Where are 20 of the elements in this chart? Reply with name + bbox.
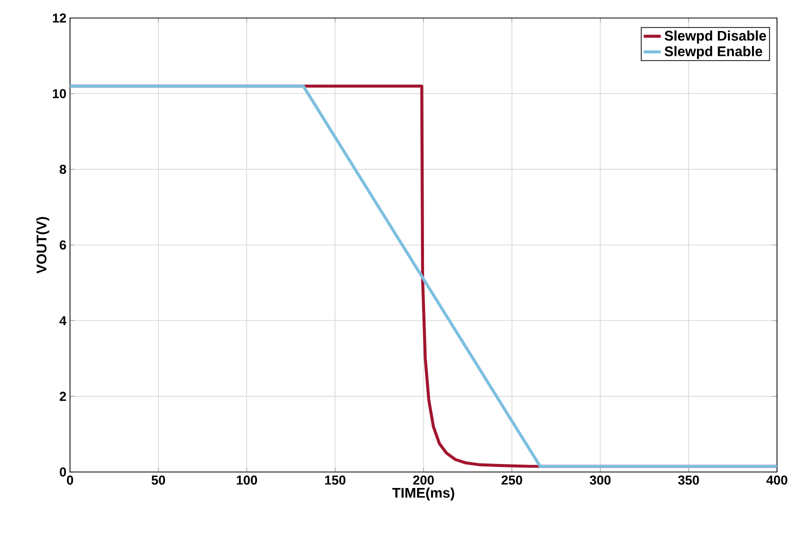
- x-tick-label: 150: [325, 476, 346, 485]
- legend-label: Slewpd Enable: [664, 46, 762, 60]
- legend-label: Slewpd Disable: [664, 30, 766, 44]
- x-tick-label: 50: [152, 476, 166, 485]
- y-tick-label: 4: [59, 316, 66, 326]
- x-tick-label: 300: [590, 476, 611, 485]
- y-tick-label: 0: [60, 467, 66, 477]
- y-tick-label: 12: [52, 13, 66, 23]
- x-axis-title: TIME(ms): [392, 488, 454, 501]
- y-tick-label: 2: [60, 392, 66, 401]
- x-tick-label: 100: [236, 476, 258, 485]
- y-tick-label: 10: [52, 89, 66, 98]
- y-axis-title: VOUT(V): [36, 217, 50, 274]
- x-tick-label: 250: [502, 476, 522, 485]
- x-tick-label: 400: [766, 476, 788, 485]
- y-tick-label: 8: [60, 164, 66, 174]
- x-tick-label: 350: [678, 476, 699, 485]
- x-tick-label: 0: [66, 476, 74, 485]
- y-tick-label: 6: [60, 240, 66, 250]
- x-tick-label: 200: [413, 476, 434, 485]
